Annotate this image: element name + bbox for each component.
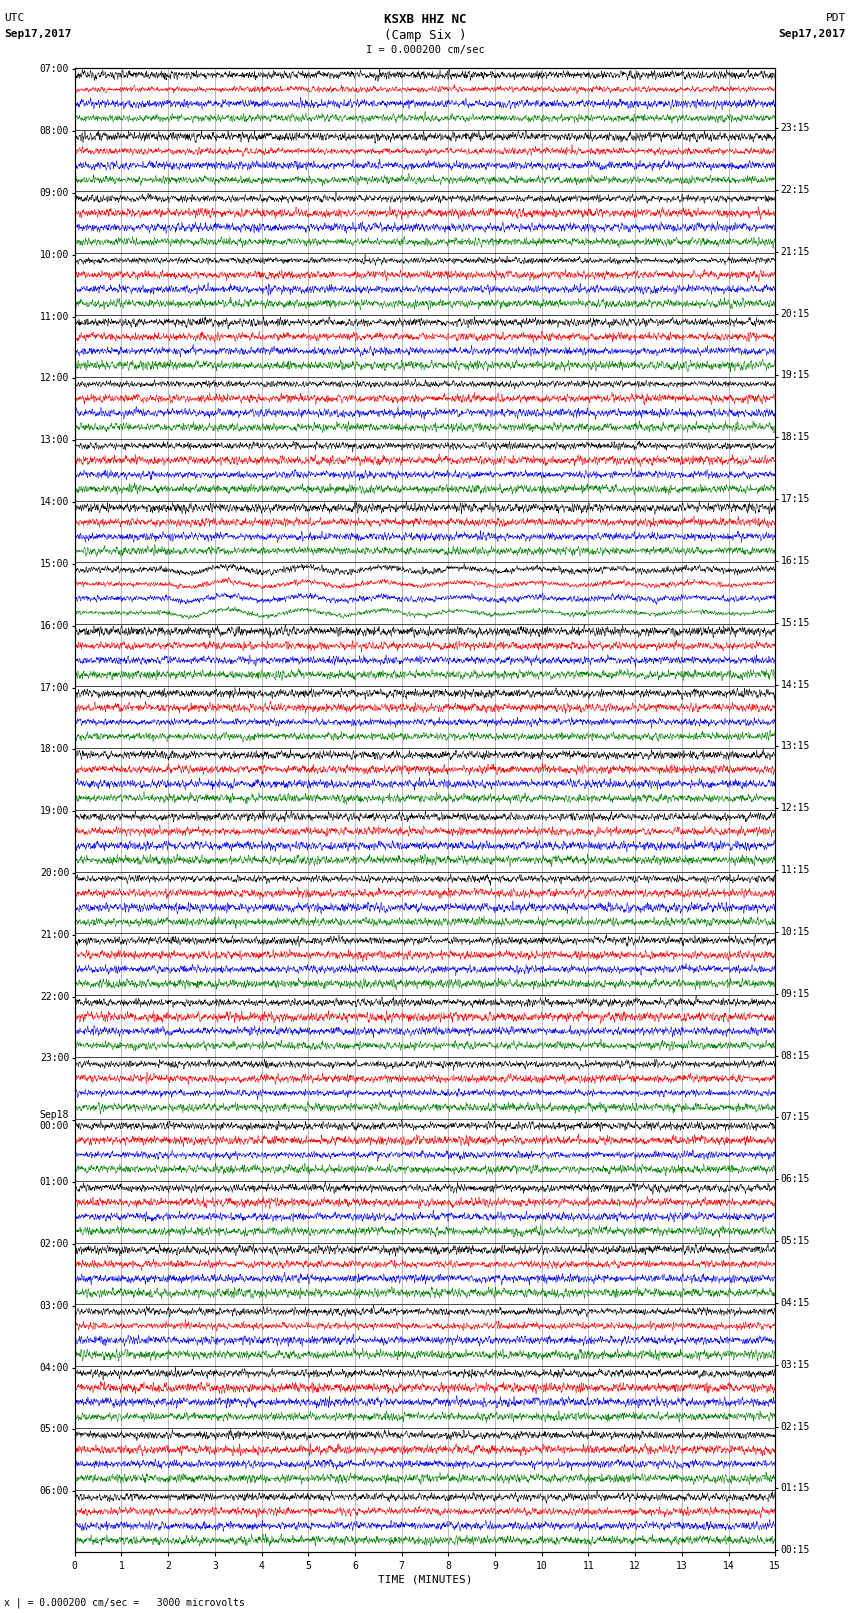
Text: PDT: PDT	[825, 13, 846, 23]
Text: x | = 0.000200 cm/sec =   3000 microvolts: x | = 0.000200 cm/sec = 3000 microvolts	[4, 1597, 245, 1608]
Text: (Camp Six ): (Camp Six )	[383, 29, 467, 42]
Text: Sep17,2017: Sep17,2017	[4, 29, 71, 39]
Text: I = 0.000200 cm/sec: I = 0.000200 cm/sec	[366, 45, 484, 55]
Text: KSXB HHZ NC: KSXB HHZ NC	[383, 13, 467, 26]
X-axis label: TIME (MINUTES): TIME (MINUTES)	[377, 1574, 473, 1586]
Text: Sep17,2017: Sep17,2017	[779, 29, 846, 39]
Text: UTC: UTC	[4, 13, 25, 23]
